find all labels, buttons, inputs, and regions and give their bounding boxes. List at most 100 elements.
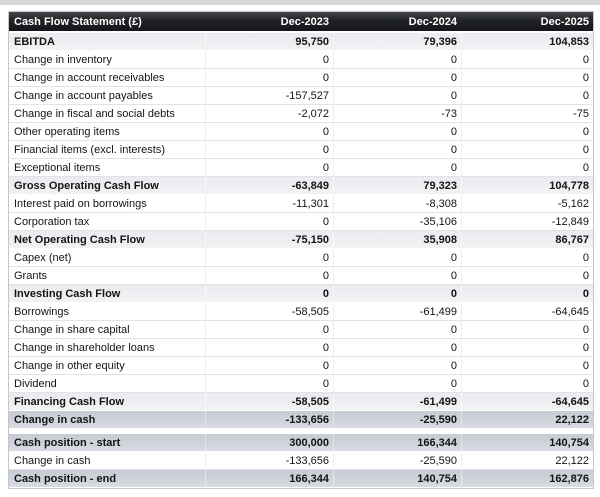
- table-row: Financing Cash Flow -58,505 -61,499 -64,645: [9, 393, 593, 411]
- row-label: Change in account payables: [9, 87, 205, 105]
- cell-value: 0: [205, 267, 333, 285]
- cell-value: -75,150: [205, 231, 333, 249]
- row-label: Net Operating Cash Flow: [9, 231, 205, 249]
- cell-value: 140,754: [461, 434, 593, 452]
- column-header-dec-2025: Dec-2025: [461, 12, 593, 33]
- cell-value: -157,527: [205, 87, 333, 105]
- row-label: Change in other equity: [9, 357, 205, 375]
- cell-value: 162,876: [461, 470, 593, 488]
- cell-value: 0: [461, 357, 593, 375]
- cell-value: 104,853: [461, 33, 593, 51]
- cell-value: -2,072: [205, 105, 333, 123]
- cell-value: 0: [461, 375, 593, 393]
- cell-value: 0: [333, 267, 461, 285]
- table-row: Change in account receivables 0 0 0: [9, 69, 593, 87]
- cell-value: 0: [461, 321, 593, 339]
- cell-value: -64,645: [461, 393, 593, 411]
- cell-value: 95,750: [205, 33, 333, 51]
- cell-value: 0: [205, 213, 333, 231]
- cell-value: -133,656: [205, 452, 333, 470]
- row-label: Change in fiscal and social debts: [9, 105, 205, 123]
- cell-value: 0: [333, 357, 461, 375]
- row-label: Interest paid on borrowings: [9, 195, 205, 213]
- cell-value: 0: [205, 285, 333, 303]
- row-label: Corporation tax: [9, 213, 205, 231]
- cell-value: 0: [205, 51, 333, 69]
- cell-value: 86,767: [461, 231, 593, 249]
- row-label: Change in cash: [9, 411, 205, 429]
- cell-value: 0: [461, 69, 593, 87]
- table-row: Gross Operating Cash Flow -63,849 79,323 10…: [9, 177, 593, 195]
- row-label: Capex (net): [9, 249, 205, 267]
- cell-value: 300,000: [205, 434, 333, 452]
- row-label: Change in cash: [9, 452, 205, 470]
- cell-value: 0: [461, 285, 593, 303]
- row-label: Dividend: [9, 375, 205, 393]
- table-row: Investing Cash Flow 0 0 0: [9, 285, 593, 303]
- cell-value: 0: [205, 375, 333, 393]
- cell-value: 35,908: [333, 231, 461, 249]
- cell-value: -35,106: [333, 213, 461, 231]
- table-row: Financial items (excl. interests) 0 0 0: [9, 141, 593, 159]
- table-row: Change in share capital 0 0 0: [9, 321, 593, 339]
- cell-value: -75: [461, 105, 593, 123]
- row-label: Cash position - end: [9, 470, 205, 488]
- cell-value: 0: [461, 141, 593, 159]
- cell-value: 0: [461, 87, 593, 105]
- cell-value: 0: [205, 339, 333, 357]
- cell-value: 0: [333, 285, 461, 303]
- table-row: Change in inventory 0 0 0: [9, 51, 593, 69]
- cell-value: 0: [205, 141, 333, 159]
- cell-value: 166,344: [333, 434, 461, 452]
- row-label: Other operating items: [9, 123, 205, 141]
- cash-flow-table: Cash Flow Statement (£) Dec-2023 Dec-202…: [8, 11, 594, 489]
- cell-value: 0: [333, 141, 461, 159]
- table-row: Interest paid on borrowings -11,301 -8,308…: [9, 195, 593, 213]
- table-row: Cash position - end 166,344 140,754 162,876: [9, 470, 593, 488]
- cell-value: 0: [333, 321, 461, 339]
- separator-cell: [9, 429, 593, 434]
- cell-value: 0: [333, 159, 461, 177]
- cell-value: 0: [333, 339, 461, 357]
- cell-value: -133,656: [205, 411, 333, 429]
- cell-value: -73: [333, 105, 461, 123]
- cell-value: -61,499: [333, 393, 461, 411]
- row-label: Financial items (excl. interests): [9, 141, 205, 159]
- cell-value: 0: [461, 51, 593, 69]
- column-header-dec-2023: Dec-2023: [205, 12, 333, 33]
- cell-value: 0: [461, 159, 593, 177]
- cell-value: 22,122: [461, 411, 593, 429]
- cell-value: 0: [461, 123, 593, 141]
- table-row: Dividend 0 0 0: [9, 375, 593, 393]
- cell-value: -63,849: [205, 177, 333, 195]
- row-label: Change in share capital: [9, 321, 205, 339]
- row-label: Cash position - start: [9, 434, 205, 452]
- cell-value: 0: [205, 321, 333, 339]
- cell-value: -11,301: [205, 195, 333, 213]
- table-row: Change in fiscal and social debts -2,072-…: [9, 105, 593, 123]
- cell-value: 0: [205, 357, 333, 375]
- table-row: Change in cash -133,656 -25,590 22,122: [9, 452, 593, 470]
- table-row: Change in shareholder loans 0 0 0: [9, 339, 593, 357]
- cell-value: 22,122: [461, 452, 593, 470]
- table-row: Corporation tax 0 -35,106 -12,849: [9, 213, 593, 231]
- table-header: Cash Flow Statement (£) Dec-2023 Dec-202…: [9, 12, 593, 33]
- header-row: Cash Flow Statement (£) Dec-2023 Dec-202…: [9, 12, 593, 33]
- cell-value: 79,396: [333, 33, 461, 51]
- table-row: EBITDA 95,750 79,396 104,853: [9, 33, 593, 51]
- cell-value: -64,645: [461, 303, 593, 321]
- separator-row: [9, 429, 593, 434]
- row-label: Change in account receivables: [9, 69, 205, 87]
- row-label: Change in inventory: [9, 51, 205, 69]
- cell-value: -25,590: [333, 452, 461, 470]
- cell-value: -58,505: [205, 393, 333, 411]
- table-row: Borrowings -58,505 -61,499 -64,645: [9, 303, 593, 321]
- cell-value: 0: [333, 249, 461, 267]
- cell-value: -5,162: [461, 195, 593, 213]
- cell-value: 0: [205, 123, 333, 141]
- cell-value: 0: [333, 69, 461, 87]
- table-row: Exceptional items 0 0 0: [9, 159, 593, 177]
- cell-value: 104,778: [461, 177, 593, 195]
- table-row: Change in account payables -157,527 0 0: [9, 87, 593, 105]
- table-row: Net Operating Cash Flow -75,150 35,908 86,7…: [9, 231, 593, 249]
